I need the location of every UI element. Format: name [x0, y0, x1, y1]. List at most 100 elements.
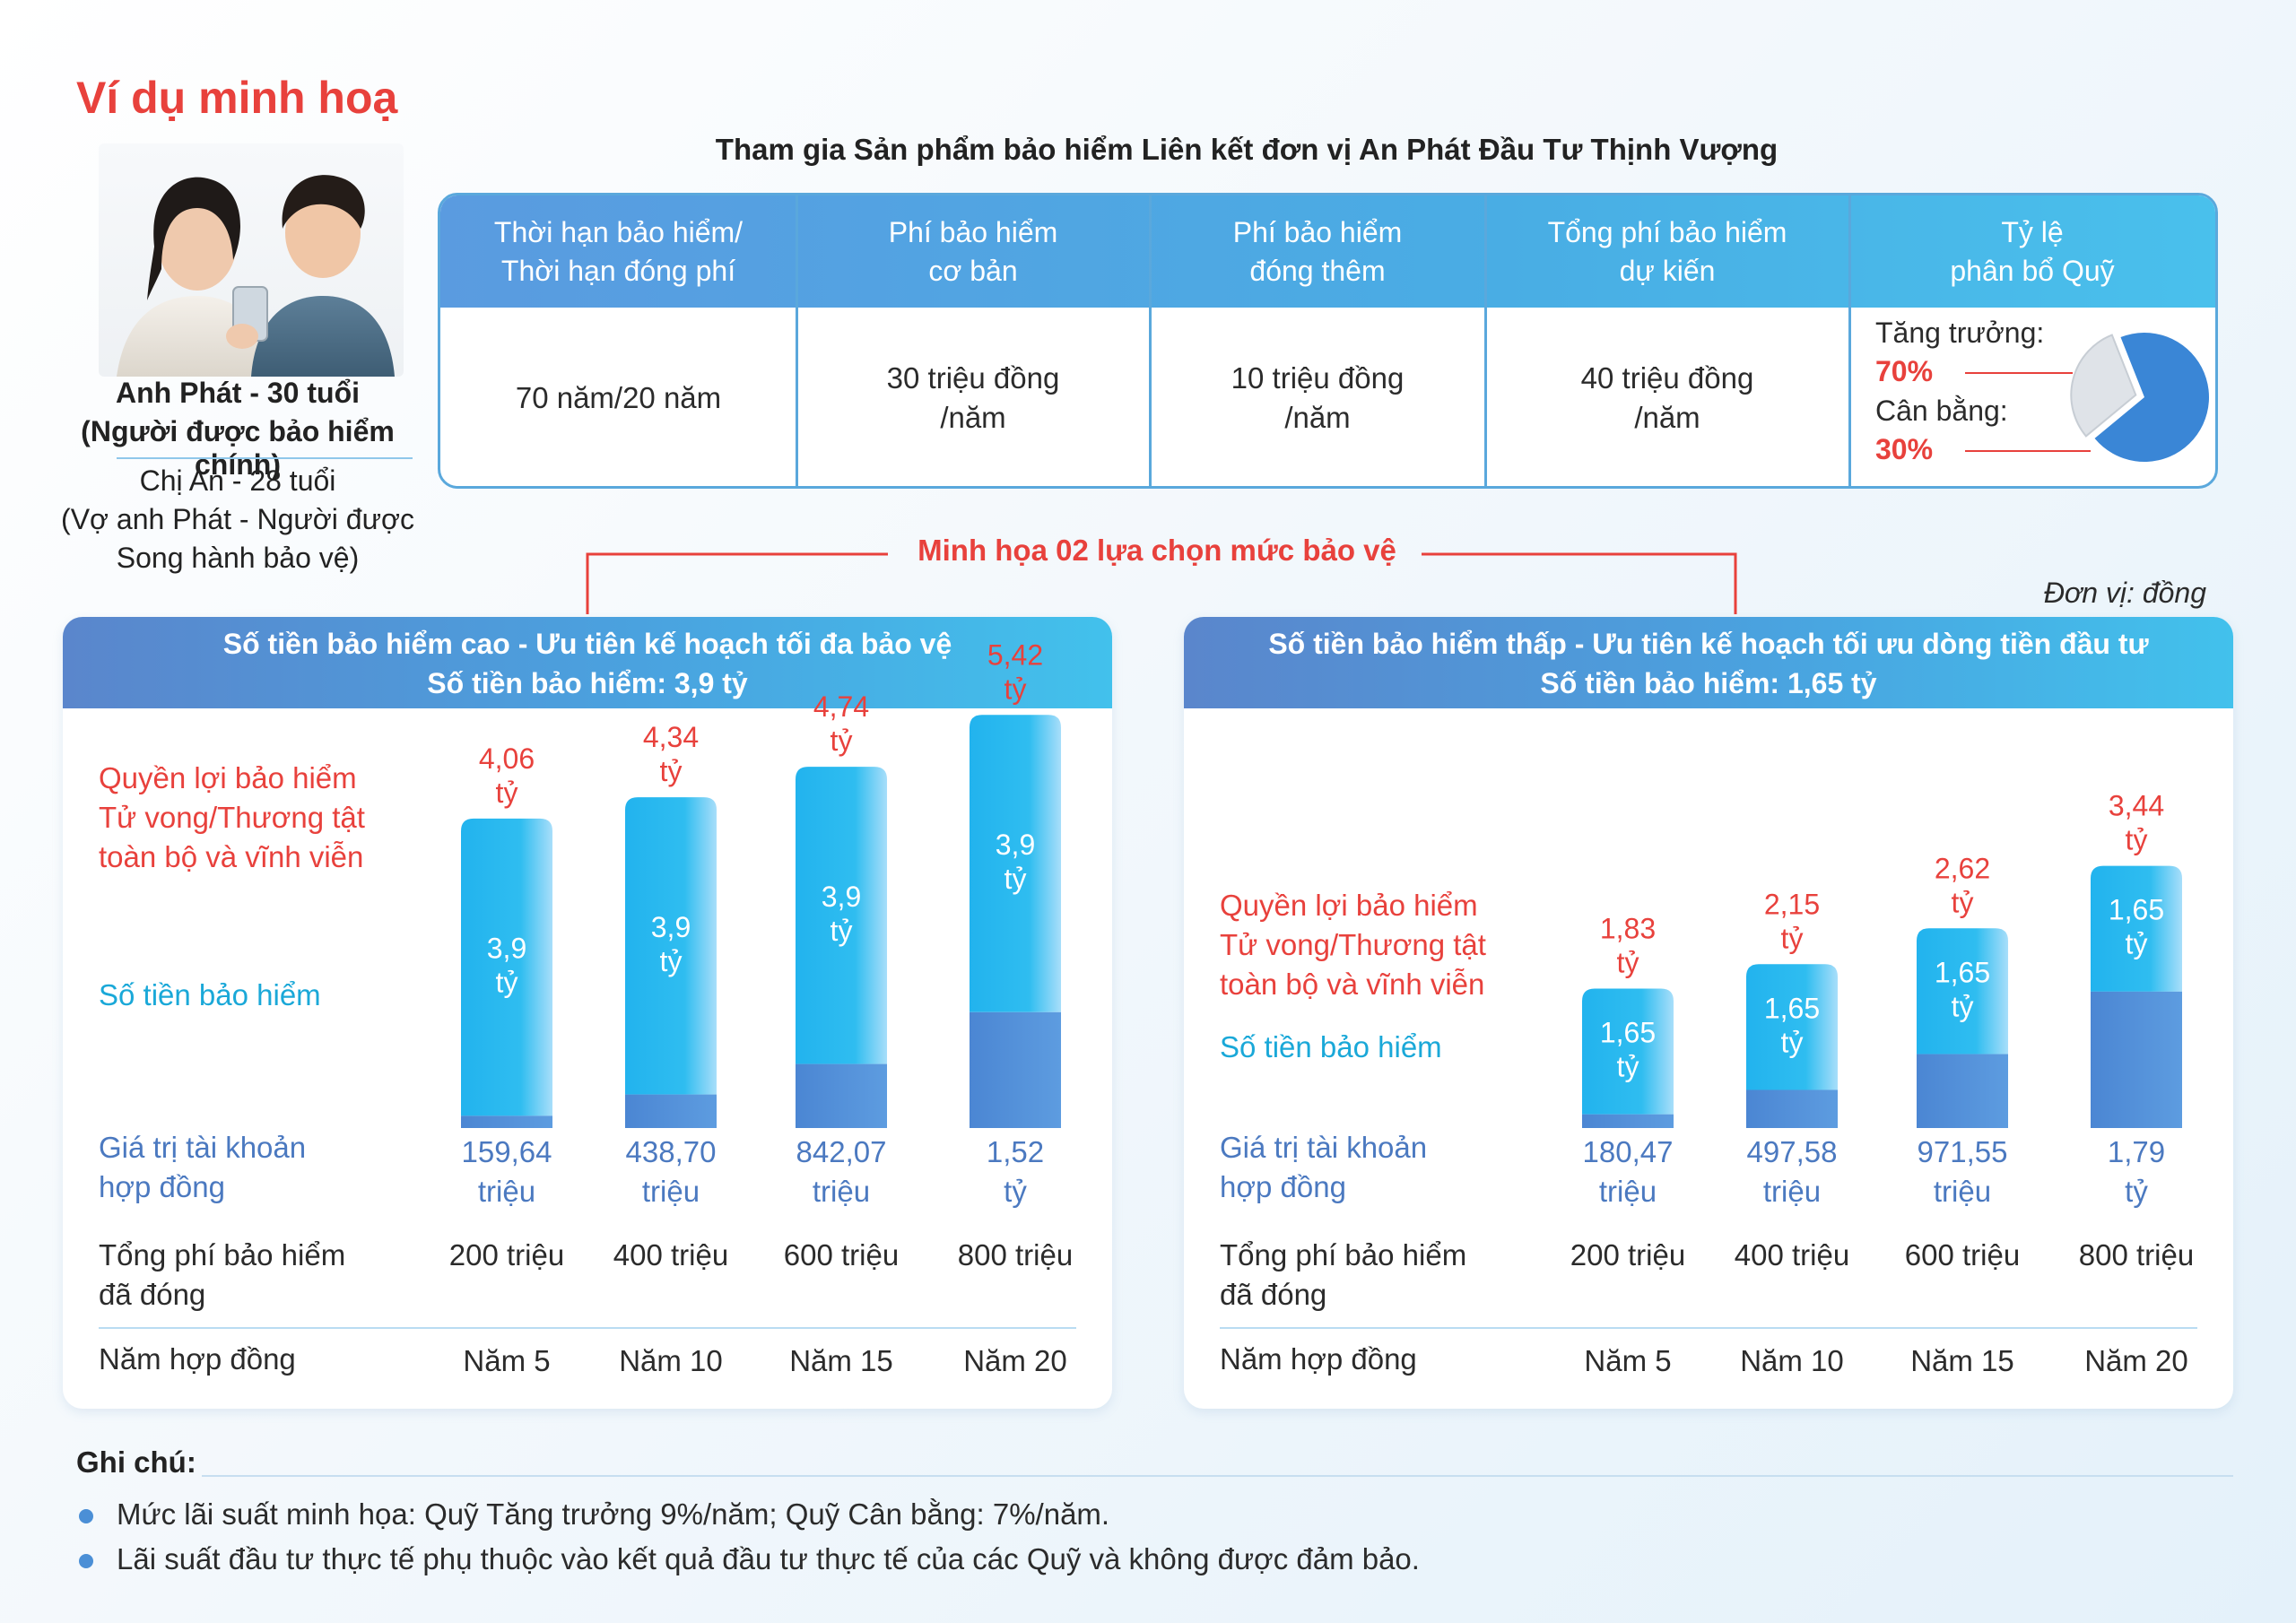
bar-total-label: 2,15: [1764, 888, 1820, 920]
label-sum-insured: Số tiền bảo hiểm: [99, 978, 321, 1011]
total-premium-value: 400 triệu: [613, 1238, 728, 1271]
bar-total-label: tỷ: [1781, 922, 1804, 954]
bar-sum-insured: [2091, 865, 2182, 992]
label-benefit: Quyền lợi bảo hiểm Tử vong/Thương tật toàn…: [99, 761, 365, 873]
bar-sum-label: 1,65: [1935, 956, 1990, 988]
product-title: Tham gia Sản phẩm bảo hiểm Liên kết đơn …: [715, 133, 1779, 166]
bar-sum-label: tỷ: [1004, 863, 1027, 895]
bar-sum-label: 3,9: [996, 829, 1035, 861]
info-header-top-up-premium: Phí bảo hiểm đóng thêm: [1232, 215, 1403, 287]
bar-total-label: 4,74: [813, 690, 869, 723]
allocation-balanced-pct: 30%: [1875, 433, 1934, 465]
category-label: Năm 20: [2084, 1344, 2188, 1377]
bar-account-label: 497,58: [1747, 1135, 1838, 1168]
bar-account-value: [1582, 1114, 1674, 1128]
allocation-pie: [1965, 333, 2209, 462]
pie-slice-growth: [2094, 333, 2209, 462]
page-title: Ví dụ minh hoạ: [76, 73, 398, 123]
bar-account-value: [1746, 1089, 1838, 1128]
bar-account-label: 842,07: [796, 1135, 887, 1168]
label-total-premium: Tổng phí bảo hiểm đã đóng: [1220, 1238, 1467, 1311]
total-premium-value: 800 triệu: [2079, 1238, 2194, 1271]
bar-total-label: tỷ: [1617, 946, 1639, 978]
category-label: Năm 10: [619, 1344, 723, 1377]
bar-sum-insured: [1746, 964, 1838, 1090]
bar-sum-label: 1,65: [1600, 1017, 1656, 1049]
total-premium-value: 200 triệu: [1570, 1238, 1685, 1271]
panel-high-subtitle: Số tiền bảo hiểm: 3,9 tỷ: [427, 667, 748, 699]
note-bullet-icon: [79, 1509, 93, 1523]
allocation-balanced-label: Cân bằng:: [1875, 395, 2008, 427]
secondary-person-role-1: (Vợ anh Phát - Người được: [61, 503, 414, 535]
notes-title: Ghi chú:: [76, 1445, 196, 1479]
label-contract-year: Năm hợp đồng: [99, 1342, 296, 1376]
bar-account-label: 438,70: [626, 1135, 717, 1168]
bar-total-label: tỷ: [1952, 886, 1974, 918]
bar-total-label: 2,62: [1935, 852, 1990, 884]
secondary-person-role-2: Song hành bảo vệ): [116, 542, 360, 574]
category-label: Năm 5: [463, 1344, 550, 1377]
total-premium-value: 600 triệu: [1905, 1238, 2020, 1271]
bar-total-label: 4,34: [643, 721, 699, 753]
panel-high-header: Số tiền bảo hiểm cao - Ưu tiên kế hoạch …: [63, 617, 1112, 708]
bar-total-label: tỷ: [831, 725, 853, 757]
bar-sum-label: 1,65: [1764, 992, 1820, 1024]
bar-sum-label: tỷ: [831, 915, 853, 947]
category-label: Năm 10: [1740, 1344, 1844, 1377]
bar-sum-label: 3,9: [822, 881, 861, 913]
bar-account-label: 180,47: [1583, 1135, 1674, 1168]
bar-account-label: 1,52: [987, 1135, 1044, 1168]
bar-account-label: triệu: [642, 1175, 700, 1208]
total-premium-value: 400 triệu: [1735, 1238, 1849, 1271]
allocation-growth-label: Tăng trưởng:: [1875, 317, 2045, 349]
info-header-total-premium: Tổng phí bảo hiểm dự kiến: [1547, 215, 1787, 287]
allocation-growth-pct: 70%: [1875, 355, 1934, 387]
pie-slice-balanced: [2070, 334, 2137, 438]
product-info-table: Thời hạn bảo hiểm/Thời hạn đóng phí Phí …: [438, 193, 2218, 489]
bar-sum-label: tỷ: [1781, 1026, 1804, 1058]
secondary-person-name: Chị An - 28 tuổi: [139, 464, 336, 497]
bar-account-value: [2091, 991, 2182, 1128]
bar-total-label: 3,44: [2109, 790, 2164, 822]
bar-account-label: triệu: [813, 1175, 870, 1208]
bar-sum-label: 3,9: [487, 933, 526, 965]
couple-illustration-icon: [117, 175, 395, 377]
bar-sum-insured: [1917, 928, 2008, 1055]
info-table-header: [440, 195, 2215, 308]
info-header-fund-allocation: Tỷ lệ phân bổ Quỹ: [1950, 215, 2115, 287]
label-account-value: Giá trị tài khoản hợp đồng: [99, 1131, 307, 1203]
label-account-value: Giá trị tài khoản hợp đồng: [1220, 1131, 1428, 1203]
notes-divider: [202, 1475, 2233, 1477]
bar-sum-insured: [461, 818, 552, 1116]
label-contract-year: Năm hợp đồng: [1220, 1342, 1417, 1376]
bar-account-label: tỷ: [2125, 1175, 2148, 1208]
primary-person-role: (Người được bảo hiểm chính): [81, 415, 395, 481]
bar-sum-label: tỷ: [1952, 990, 1974, 1022]
category-label: Năm 15: [789, 1344, 893, 1377]
bar-sum-insured: [970, 715, 1061, 1012]
primary-person-name: Anh Phát - 30 tuổi: [116, 377, 360, 409]
bar-total-label: tỷ: [496, 777, 518, 809]
total-premium-value: 200 triệu: [449, 1238, 564, 1271]
category-label: Năm 5: [1584, 1344, 1671, 1377]
bar-sum-label: tỷ: [2126, 928, 2148, 960]
person-divider: [117, 457, 413, 459]
label-total-premium: Tổng phí bảo hiểm đã đóng: [99, 1238, 346, 1311]
panel-low-title: Số tiền bảo hiểm thấp - Ưu tiên kế hoạch…: [1268, 628, 2149, 660]
total-premium-value: 800 triệu: [958, 1238, 1073, 1271]
bar-account-label: 159,64: [462, 1135, 552, 1168]
bar-sum-label: tỷ: [1617, 1051, 1639, 1083]
bar-total-label: 4,06: [479, 742, 535, 775]
note-bullet-icon: [79, 1554, 93, 1568]
bar-account-value: [625, 1094, 717, 1128]
options-label: Minh họa 02 lựa chọn mức bảo vệ: [918, 534, 1396, 567]
bar-total-label: tỷ: [660, 755, 683, 787]
panel-low-header: Số tiền bảo hiểm thấp - Ưu tiên kế hoạch…: [1184, 617, 2233, 708]
bar-account-label: 971,55: [1918, 1135, 2008, 1168]
panel-high-title: Số tiền bảo hiểm cao - Ưu tiên kế hoạch …: [222, 628, 952, 660]
